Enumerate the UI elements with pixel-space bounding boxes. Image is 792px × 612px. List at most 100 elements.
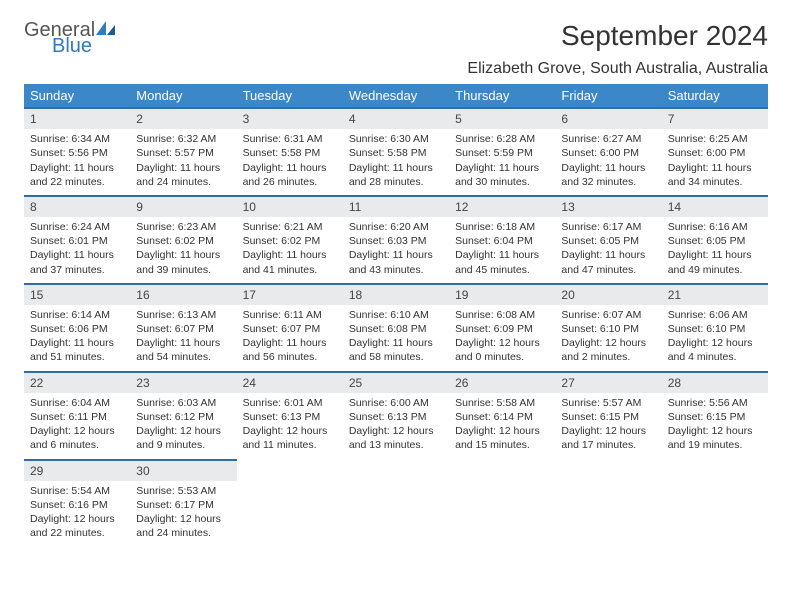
day-body: Sunrise: 6:31 AMSunset: 5:58 PMDaylight:… (237, 129, 343, 195)
weekday-header: Tuesday (237, 84, 343, 107)
day-body: Sunrise: 5:54 AMSunset: 6:16 PMDaylight:… (24, 481, 130, 547)
calendar-cell: 17Sunrise: 6:11 AMSunset: 6:07 PMDayligh… (237, 283, 343, 371)
daylight-line: Daylight: 11 hours and 26 minutes. (243, 161, 337, 189)
sunrise-line: Sunrise: 5:56 AM (668, 396, 762, 410)
day-number: 24 (237, 371, 343, 393)
sunset-line: Sunset: 5:56 PM (30, 146, 124, 160)
daylight-line: Daylight: 12 hours and 2 minutes. (561, 336, 655, 364)
calendar-cell (449, 459, 555, 547)
daylight-line: Daylight: 11 hours and 49 minutes. (668, 248, 762, 276)
day-number: 11 (343, 195, 449, 217)
sunrise-line: Sunrise: 6:00 AM (349, 396, 443, 410)
daylight-line: Daylight: 12 hours and 11 minutes. (243, 424, 337, 452)
sunset-line: Sunset: 6:10 PM (561, 322, 655, 336)
sunrise-line: Sunrise: 5:57 AM (561, 396, 655, 410)
sunset-line: Sunset: 5:59 PM (455, 146, 549, 160)
sunset-line: Sunset: 6:08 PM (349, 322, 443, 336)
calendar-cell: 12Sunrise: 6:18 AMSunset: 6:04 PMDayligh… (449, 195, 555, 283)
sunset-line: Sunset: 6:13 PM (243, 410, 337, 424)
calendar-cell (343, 459, 449, 547)
calendar-cell: 16Sunrise: 6:13 AMSunset: 6:07 PMDayligh… (130, 283, 236, 371)
day-body: Sunrise: 6:03 AMSunset: 6:12 PMDaylight:… (130, 393, 236, 459)
day-body: Sunrise: 6:32 AMSunset: 5:57 PMDaylight:… (130, 129, 236, 195)
sunrise-line: Sunrise: 6:24 AM (30, 220, 124, 234)
day-number: 4 (343, 107, 449, 129)
day-body: Sunrise: 6:07 AMSunset: 6:10 PMDaylight:… (555, 305, 661, 371)
weekday-header: Sunday (24, 84, 130, 107)
sunset-line: Sunset: 6:07 PM (136, 322, 230, 336)
sail-icon (95, 20, 117, 40)
calendar-cell: 3Sunrise: 6:31 AMSunset: 5:58 PMDaylight… (237, 107, 343, 195)
sunset-line: Sunset: 5:58 PM (349, 146, 443, 160)
day-body: Sunrise: 6:04 AMSunset: 6:11 PMDaylight:… (24, 393, 130, 459)
daylight-line: Daylight: 12 hours and 6 minutes. (30, 424, 124, 452)
daylight-line: Daylight: 12 hours and 19 minutes. (668, 424, 762, 452)
day-number: 29 (24, 459, 130, 481)
day-number: 12 (449, 195, 555, 217)
sunset-line: Sunset: 6:03 PM (349, 234, 443, 248)
calendar-cell: 1Sunrise: 6:34 AMSunset: 5:56 PMDaylight… (24, 107, 130, 195)
sunset-line: Sunset: 6:15 PM (668, 410, 762, 424)
daylight-line: Daylight: 11 hours and 41 minutes. (243, 248, 337, 276)
day-body: Sunrise: 6:18 AMSunset: 6:04 PMDaylight:… (449, 217, 555, 283)
sunrise-line: Sunrise: 6:27 AM (561, 132, 655, 146)
sunrise-line: Sunrise: 6:06 AM (668, 308, 762, 322)
day-number: 1 (24, 107, 130, 129)
daylight-line: Daylight: 11 hours and 22 minutes. (30, 161, 124, 189)
sunrise-line: Sunrise: 6:21 AM (243, 220, 337, 234)
sunrise-line: Sunrise: 6:16 AM (668, 220, 762, 234)
calendar-cell: 19Sunrise: 6:08 AMSunset: 6:09 PMDayligh… (449, 283, 555, 371)
calendar-cell: 26Sunrise: 5:58 AMSunset: 6:14 PMDayligh… (449, 371, 555, 459)
calendar-cell (555, 459, 661, 547)
day-body: Sunrise: 5:53 AMSunset: 6:17 PMDaylight:… (130, 481, 236, 547)
sunset-line: Sunset: 6:17 PM (136, 498, 230, 512)
day-number: 10 (237, 195, 343, 217)
calendar-cell: 10Sunrise: 6:21 AMSunset: 6:02 PMDayligh… (237, 195, 343, 283)
calendar-cell: 25Sunrise: 6:00 AMSunset: 6:13 PMDayligh… (343, 371, 449, 459)
day-number: 19 (449, 283, 555, 305)
day-body: Sunrise: 6:24 AMSunset: 6:01 PMDaylight:… (24, 217, 130, 283)
day-body: Sunrise: 6:14 AMSunset: 6:06 PMDaylight:… (24, 305, 130, 371)
day-number: 2 (130, 107, 236, 129)
calendar-cell: 13Sunrise: 6:17 AMSunset: 6:05 PMDayligh… (555, 195, 661, 283)
sunset-line: Sunset: 6:10 PM (668, 322, 762, 336)
brand-logo: General Blue (24, 20, 117, 56)
day-body: Sunrise: 6:23 AMSunset: 6:02 PMDaylight:… (130, 217, 236, 283)
daylight-line: Daylight: 11 hours and 39 minutes. (136, 248, 230, 276)
sunset-line: Sunset: 6:04 PM (455, 234, 549, 248)
sunrise-line: Sunrise: 5:58 AM (455, 396, 549, 410)
sunrise-line: Sunrise: 6:03 AM (136, 396, 230, 410)
calendar-cell: 24Sunrise: 6:01 AMSunset: 6:13 PMDayligh… (237, 371, 343, 459)
day-body: Sunrise: 6:16 AMSunset: 6:05 PMDaylight:… (662, 217, 768, 283)
sunrise-line: Sunrise: 6:20 AM (349, 220, 443, 234)
sunset-line: Sunset: 6:02 PM (136, 234, 230, 248)
sunset-line: Sunset: 6:15 PM (561, 410, 655, 424)
day-number: 6 (555, 107, 661, 129)
sunset-line: Sunset: 6:01 PM (30, 234, 124, 248)
weekday-header: Monday (130, 84, 236, 107)
day-number: 18 (343, 283, 449, 305)
calendar-cell: 27Sunrise: 5:57 AMSunset: 6:15 PMDayligh… (555, 371, 661, 459)
sunset-line: Sunset: 6:12 PM (136, 410, 230, 424)
sunset-line: Sunset: 6:06 PM (30, 322, 124, 336)
sunrise-line: Sunrise: 6:18 AM (455, 220, 549, 234)
weekday-header: Saturday (662, 84, 768, 107)
sunrise-line: Sunrise: 6:30 AM (349, 132, 443, 146)
day-body: Sunrise: 5:56 AMSunset: 6:15 PMDaylight:… (662, 393, 768, 459)
day-number: 9 (130, 195, 236, 217)
day-number: 16 (130, 283, 236, 305)
calendar-cell: 14Sunrise: 6:16 AMSunset: 6:05 PMDayligh… (662, 195, 768, 283)
calendar-cell: 18Sunrise: 6:10 AMSunset: 6:08 PMDayligh… (343, 283, 449, 371)
sunrise-line: Sunrise: 6:28 AM (455, 132, 549, 146)
day-number: 5 (449, 107, 555, 129)
sunrise-line: Sunrise: 6:31 AM (243, 132, 337, 146)
day-body: Sunrise: 6:20 AMSunset: 6:03 PMDaylight:… (343, 217, 449, 283)
sunset-line: Sunset: 6:05 PM (561, 234, 655, 248)
weekday-header: Friday (555, 84, 661, 107)
day-number: 17 (237, 283, 343, 305)
day-body: Sunrise: 6:11 AMSunset: 6:07 PMDaylight:… (237, 305, 343, 371)
sunrise-line: Sunrise: 6:13 AM (136, 308, 230, 322)
sunrise-line: Sunrise: 6:14 AM (30, 308, 124, 322)
daylight-line: Daylight: 11 hours and 56 minutes. (243, 336, 337, 364)
daylight-line: Daylight: 11 hours and 28 minutes. (349, 161, 443, 189)
